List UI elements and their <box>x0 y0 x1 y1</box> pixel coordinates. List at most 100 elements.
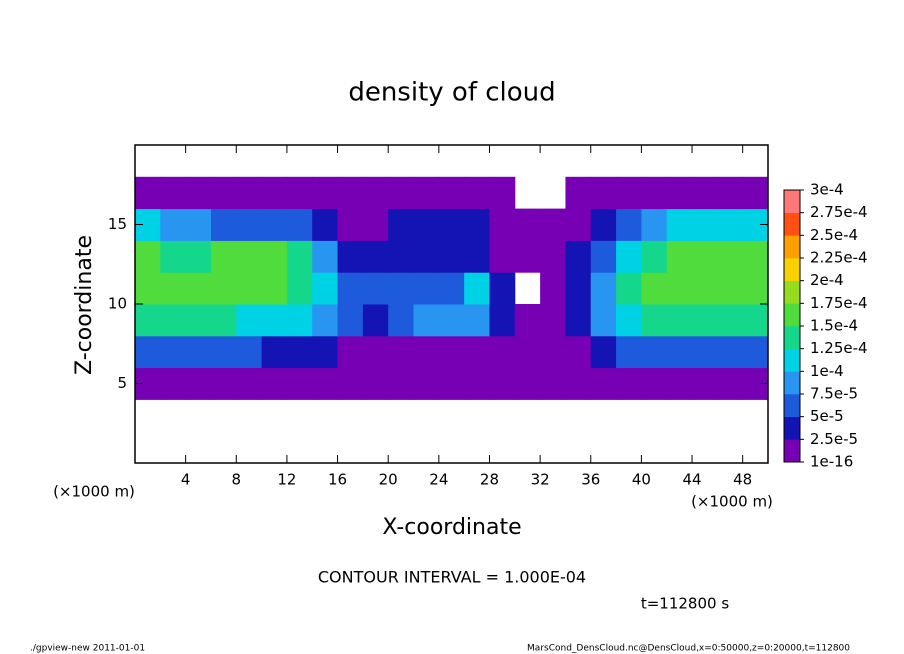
heatmap-cell <box>438 335 465 369</box>
heatmap-cell <box>388 335 415 369</box>
footer-left: ./gpview-new 2011-01-01 <box>30 644 145 654</box>
heatmap-cell <box>312 240 339 273</box>
heatmap-cell <box>717 208 744 241</box>
heatmap-cell <box>565 335 592 369</box>
x-tick-label: 36 <box>581 471 600 489</box>
colorbar-label: 5e-5 <box>810 407 844 425</box>
colorbar-segment <box>784 235 800 259</box>
heatmap-cell <box>160 176 187 210</box>
heatmap-cell <box>388 240 415 273</box>
heatmap-cell <box>210 176 237 210</box>
heatmap-cell <box>337 208 364 241</box>
x-tick-label: 20 <box>379 471 398 489</box>
heatmap-cell <box>261 176 288 210</box>
x-tick-label: 28 <box>480 471 499 489</box>
colorbar-segment <box>784 303 800 327</box>
heatmap-cell <box>413 304 440 337</box>
y-axis-label: Z-coordinate <box>72 235 97 375</box>
x-tick-label: 48 <box>733 471 752 489</box>
heatmap-cell <box>312 176 339 210</box>
heatmap-cell <box>185 367 212 400</box>
heatmap-cell <box>337 367 364 400</box>
heatmap-cell <box>337 272 364 305</box>
heatmap-cell <box>514 240 541 273</box>
heatmap-cell <box>540 304 566 337</box>
heatmap-cell <box>337 176 364 210</box>
heatmap-cell <box>717 367 744 400</box>
heatmap-cell <box>565 272 592 305</box>
heatmap-cell <box>210 367 237 400</box>
colorbar-segment <box>784 190 800 213</box>
heatmap-cell <box>464 304 490 337</box>
heatmap-cell <box>413 240 440 273</box>
colorbar-label: 1.75e-4 <box>810 294 868 312</box>
heatmap-cell <box>438 304 465 337</box>
heatmap-cell <box>135 335 161 369</box>
heatmap-cell <box>312 304 339 337</box>
heatmap-cell <box>160 240 187 273</box>
heatmap-cell <box>286 272 313 305</box>
heatmap-cell <box>565 240 592 273</box>
heatmap-cell <box>666 176 693 210</box>
heatmap-cell <box>413 272 440 305</box>
heatmap-cell <box>337 304 364 337</box>
heatmap-cell <box>210 208 237 241</box>
x-tick-label: 4 <box>181 471 191 489</box>
heatmap-cell <box>185 304 212 337</box>
heatmap-cell <box>666 272 693 305</box>
colorbar-label: 1e-4 <box>810 362 844 380</box>
heatmap-cell <box>514 304 541 337</box>
heatmap-cell <box>489 240 516 273</box>
heatmap-cell <box>616 208 642 241</box>
heatmap-cell <box>464 208 490 241</box>
heatmap-cell <box>362 304 389 337</box>
heatmap-cell <box>236 208 263 241</box>
heatmap-cell <box>742 176 769 210</box>
heatmap-cell <box>362 176 389 210</box>
heatmap-cell <box>616 272 642 305</box>
heatmap-cell <box>438 272 465 305</box>
annotation: CONTOUR INTERVAL = 1.000E-04 <box>318 568 586 587</box>
heatmap-cell <box>641 208 668 241</box>
chart-title: density of cloud <box>348 78 555 108</box>
heatmap-cell <box>540 208 566 241</box>
heatmap-cell <box>641 240 668 273</box>
heatmap-cell <box>692 367 718 400</box>
heatmap-cell <box>388 272 415 305</box>
colorbar-label: 2.25e-4 <box>810 249 868 267</box>
heatmap-cell <box>312 367 339 400</box>
colorbar-label: 7.5e-5 <box>810 385 858 403</box>
heatmap-cell <box>135 176 161 210</box>
heatmap-cell <box>362 335 389 369</box>
colorbar-segment <box>784 394 800 417</box>
heatmap-cell <box>185 208 212 241</box>
heatmap-cell <box>286 367 313 400</box>
heatmap-cell <box>210 240 237 273</box>
heatmap-cell <box>742 272 769 305</box>
heatmap-cell <box>489 176 516 210</box>
heatmap-cell <box>160 304 187 337</box>
heatmap-cell <box>286 335 313 369</box>
heatmap-cell <box>261 272 288 305</box>
heatmap-cell <box>616 335 642 369</box>
heatmap-cell <box>464 176 490 210</box>
y-tick-label: 10 <box>108 295 127 313</box>
heatmap-cell <box>464 367 490 400</box>
colorbar-segment <box>784 348 800 372</box>
colorbar-segment <box>784 416 800 440</box>
heatmap-cell <box>489 272 516 305</box>
heatmap-cell <box>236 367 263 400</box>
heatmap-cell <box>362 367 389 400</box>
heatmap-cell <box>489 208 516 241</box>
x-axis-label: X-coordinate <box>382 515 521 540</box>
heatmap-cell <box>160 272 187 305</box>
heatmap-cell <box>565 304 592 337</box>
heatmap-cell <box>362 240 389 273</box>
heatmap-cell <box>261 335 288 369</box>
heatmap-cell <box>540 272 566 305</box>
x-tick-label: 24 <box>429 471 448 489</box>
heatmap-cell <box>135 304 161 337</box>
heatmap-cell <box>438 367 465 400</box>
heatmap-cell <box>210 304 237 337</box>
